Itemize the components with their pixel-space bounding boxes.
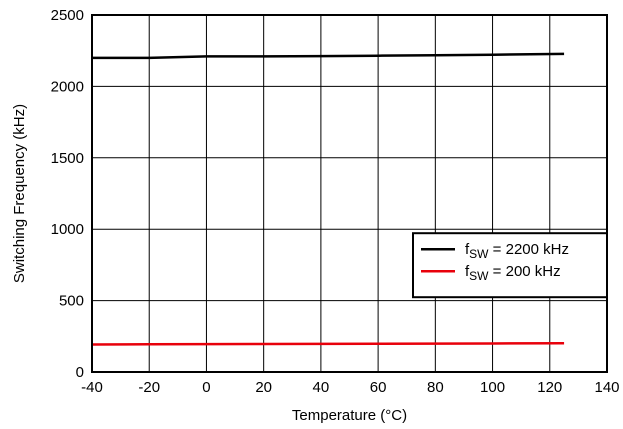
legend-box (412, 232, 608, 299)
x-tick-label: 140 (594, 379, 619, 396)
x-tick-label: 80 (427, 379, 444, 396)
x-tick-label: 60 (370, 379, 387, 396)
plot-area-border (91, 14, 608, 373)
y-tick-label: 0 (76, 364, 84, 381)
x-tick-label: -20 (138, 379, 160, 396)
x-tick-label: 20 (255, 379, 272, 396)
y-tick-label: 2000 (51, 78, 84, 95)
x-tick-label: 40 (313, 379, 330, 396)
series-line-1 (92, 52, 565, 60)
y-tick-label: 1500 (51, 150, 84, 167)
legend-label-2: fSW = 200 kHz (465, 263, 561, 283)
x-tick-label: 0 (202, 379, 210, 396)
grid-lines (91, 14, 608, 373)
legend-label-1: fSW = 2200 kHz (465, 241, 569, 261)
x-axis-tick-labels: -40 -20 0 20 40 60 80 100 120 140 (81, 379, 619, 396)
series-lines (91, 52, 565, 346)
y-tick-label: 1000 (51, 221, 84, 238)
y-axis-tick-labels: 0 500 1000 1500 2000 2500 (51, 7, 84, 381)
x-axis-title: Temperature (°C) (292, 407, 407, 424)
y-tick-label: 500 (59, 293, 84, 310)
series-line-2 (91, 342, 565, 346)
x-tick-label: 100 (480, 379, 505, 396)
y-axis-title: Switching Frequency (kHz) (11, 104, 28, 283)
y-tick-label: 2500 (51, 7, 84, 24)
x-tick-label: 120 (537, 379, 562, 396)
x-tick-label: -40 (81, 379, 103, 396)
